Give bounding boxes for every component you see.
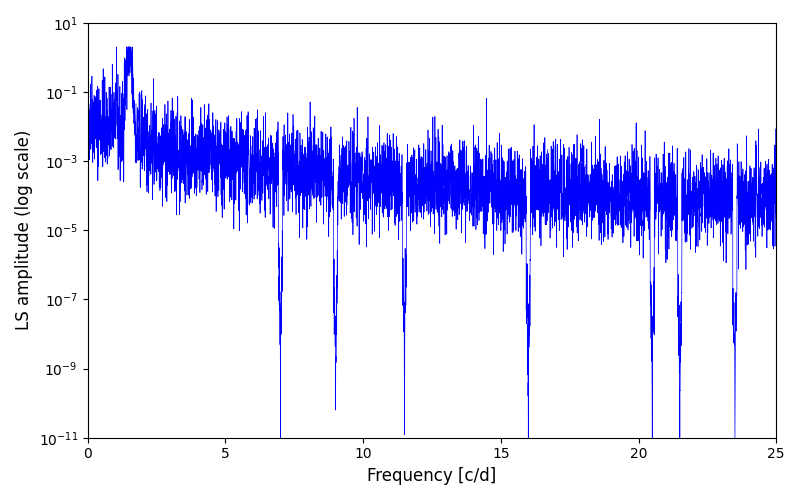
Y-axis label: LS amplitude (log scale): LS amplitude (log scale) <box>15 130 33 330</box>
X-axis label: Frequency [c/d]: Frequency [c/d] <box>367 467 497 485</box>
